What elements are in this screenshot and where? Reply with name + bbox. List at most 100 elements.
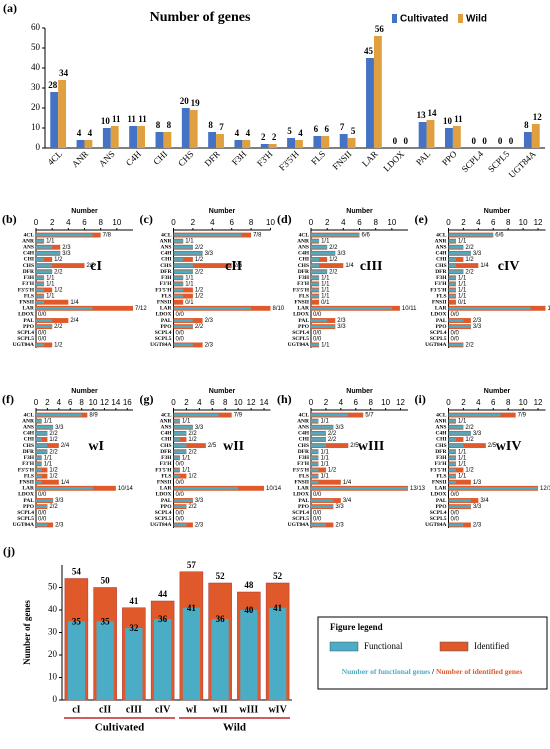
y-tick-label: LAR	[435, 486, 448, 492]
bar	[181, 108, 190, 148]
y-tick-label: UGT84A	[425, 522, 446, 528]
x-tick-label: 0	[309, 398, 314, 407]
y-tick-label: SCPL5	[155, 336, 172, 342]
bar-functional	[311, 282, 320, 286]
value-label: 10/14	[266, 486, 282, 492]
bar-functional	[311, 233, 360, 237]
value-label: 2/3	[335, 523, 344, 529]
y-tick-label: PPO	[298, 324, 310, 330]
x-tick-label: wI	[186, 704, 197, 715]
value-label: 6	[314, 124, 319, 134]
bar	[163, 132, 172, 148]
x-tick-label: 10	[381, 398, 390, 407]
bar-functional	[36, 523, 48, 527]
y-tick-label: LAR	[297, 306, 310, 312]
legend-label: Functional	[364, 641, 403, 651]
value-label: 2/5	[208, 443, 217, 449]
legend-label: Wild	[466, 14, 487, 25]
value-label: 32	[129, 623, 139, 633]
value-label: 0	[482, 136, 487, 146]
x-axis-title: Number	[346, 208, 373, 215]
y-tick-label: LDOX	[156, 312, 172, 318]
x-tick-label: 12	[534, 218, 543, 227]
value-label: 1/1	[320, 455, 329, 461]
value-label: 1/2	[465, 257, 474, 263]
value-label: 7/12	[135, 306, 147, 312]
y-tick-label: F3'H	[160, 461, 173, 467]
y-tick-label: UGT84A	[150, 342, 171, 348]
value-label: 0/0	[38, 330, 47, 336]
bar-functional	[311, 456, 319, 460]
value-label: 0/0	[451, 312, 460, 318]
value-label: 8	[167, 120, 172, 130]
x-tick-label: 8	[249, 218, 254, 227]
x-tick-label: 4	[66, 218, 71, 227]
bar-functional	[36, 343, 45, 347]
bar-functional	[448, 252, 471, 255]
value-label: 48	[244, 580, 254, 590]
value-label: 10	[101, 116, 111, 126]
value-label: 2/6	[234, 263, 243, 269]
bar-functional	[173, 499, 193, 502]
value-label: 3/4	[480, 498, 489, 504]
value-label: 4	[88, 128, 93, 138]
bar-functional	[36, 306, 93, 310]
y-tick-label: 40	[48, 604, 58, 614]
value-label: 2/4	[70, 318, 79, 324]
value-label: 52	[216, 571, 226, 581]
bar-functional	[311, 419, 319, 423]
bar-functional	[173, 456, 180, 460]
x-tick-label: 10	[387, 218, 396, 227]
value-label: 34	[59, 68, 69, 78]
x-tick-label: 6	[229, 218, 234, 227]
bar-identified	[448, 443, 486, 449]
bar-functional	[173, 432, 187, 435]
value-label: 44	[158, 589, 168, 599]
value-label: 2/2	[195, 245, 204, 251]
x-tick-label: 8	[79, 398, 84, 407]
value-label: 1/2	[195, 294, 204, 300]
bar-identified	[311, 443, 349, 449]
y-tick-label: FNSII	[294, 299, 309, 305]
bar-functional	[36, 468, 42, 472]
value-label: 2/3	[337, 318, 346, 324]
value-label: 2/2	[54, 324, 63, 330]
bar	[129, 126, 138, 148]
bar-functional	[448, 438, 456, 441]
value-label: 1/1	[44, 419, 53, 425]
x-tick-label: PAL	[414, 149, 433, 168]
y-tick-label: C4H	[436, 251, 448, 257]
bar-identified	[448, 299, 456, 305]
y-tick-label: 4CL	[299, 232, 310, 238]
x-tick-label: LAR	[360, 149, 380, 169]
y-tick-label: CHS	[435, 263, 446, 269]
value-label: 1/4	[480, 263, 489, 269]
y-tick-label: F3'5'H	[155, 287, 172, 293]
y-tick-label: 4CL	[161, 412, 172, 418]
y-axis-title: Number of genes	[22, 600, 32, 665]
bar-functional	[311, 306, 392, 310]
panel-name: cI	[90, 259, 102, 274]
value-label: 3/3	[473, 324, 482, 330]
panel-letter: (b)	[2, 212, 17, 226]
value-label: 5/7	[365, 413, 374, 419]
bar-functional	[311, 480, 319, 484]
value-label: 1/2	[54, 343, 63, 349]
panel-name: wIII	[358, 439, 384, 454]
y-tick-label: ANR	[297, 418, 310, 424]
bar-functional	[173, 245, 193, 249]
y-tick-label: FLS	[24, 293, 34, 299]
value-label: 2/2	[329, 245, 338, 251]
panel-letter: (j)	[3, 544, 15, 558]
y-tick-label: ANR	[435, 238, 448, 244]
panel-name: wIV	[496, 439, 522, 454]
bar-functional	[448, 468, 456, 472]
x-tick-label: UGT84A	[507, 148, 538, 179]
y-tick-label: CHI	[436, 257, 446, 263]
y-tick-label: LDOX	[293, 492, 309, 498]
bar	[50, 92, 59, 148]
value-label: 0/0	[176, 461, 185, 467]
bar-functional	[173, 505, 187, 508]
bar-functional	[36, 413, 82, 417]
x-tick-label: 8	[373, 218, 378, 227]
